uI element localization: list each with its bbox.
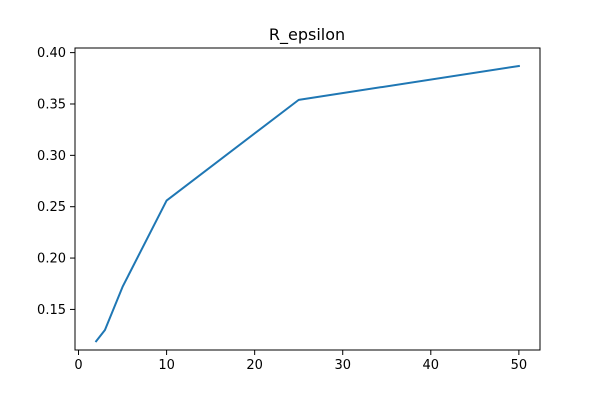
y-tick-label: 0.40: [37, 46, 66, 61]
chart-title: R_epsilon: [269, 25, 345, 45]
series-layer: [94, 64, 521, 343]
x-tick-label: 30: [334, 358, 351, 373]
y-axis: 0.15 0.20 0.25 0.30 0.35 0.40: [37, 46, 75, 318]
y-tick-label: 0.25: [37, 200, 66, 215]
series-line: [94, 64, 521, 343]
y-tick-label: 0.30: [37, 149, 66, 164]
x-tick-label: 20: [246, 358, 263, 373]
axes-frame: [74, 47, 541, 351]
y-tick-label: 0.15: [37, 303, 66, 318]
x-tick-label: 0: [74, 358, 82, 373]
x-tick-label: 40: [423, 358, 440, 373]
x-axis: 0 10 20 30 40 50: [74, 350, 527, 373]
y-tick-label: 0.20: [37, 252, 66, 267]
x-tick-label: 50: [511, 358, 528, 373]
x-tick-label: 10: [158, 358, 175, 373]
y-tick-label: 0.35: [37, 97, 66, 112]
